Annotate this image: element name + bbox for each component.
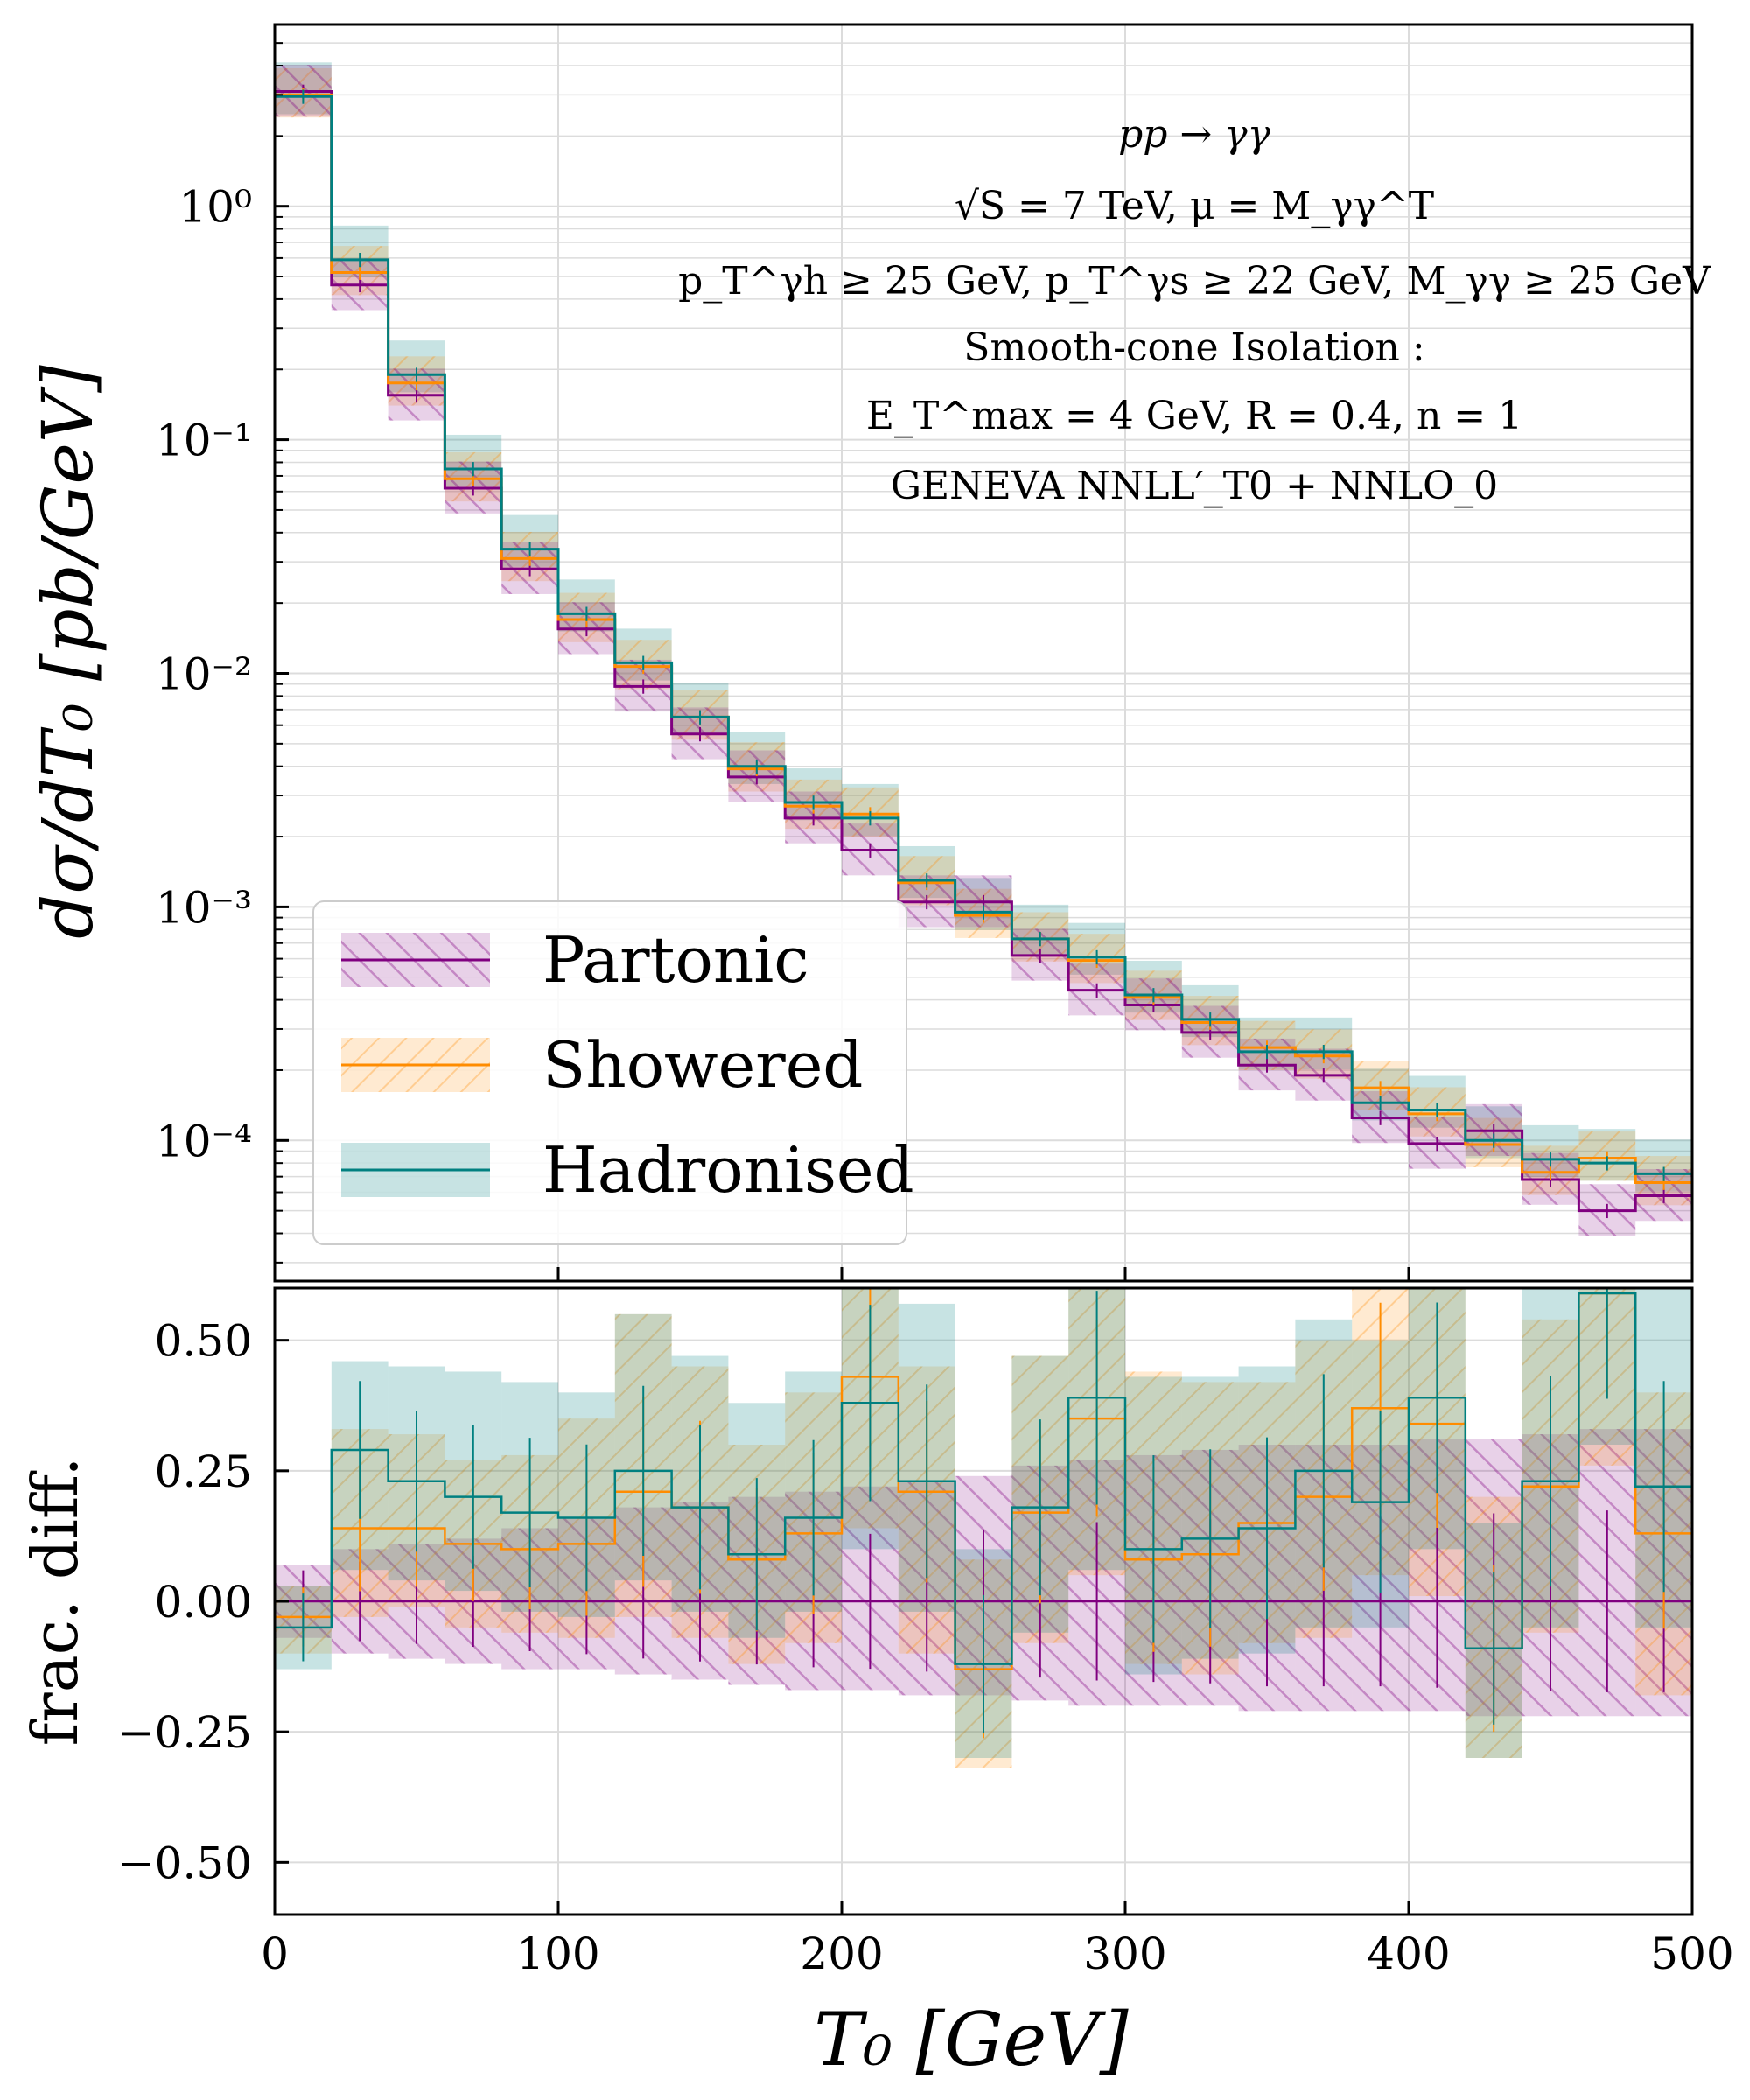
main-y-tick-label: 10⁻³ bbox=[156, 882, 252, 933]
annotation-isolation: Smooth-cone Isolation : bbox=[963, 326, 1424, 370]
ratio-y-tick-label: 0.50 bbox=[155, 1316, 252, 1367]
ratio-series-lines bbox=[275, 1288, 1692, 1739]
x-axis-label: T₀ [GeV] bbox=[814, 1997, 1129, 2082]
x-tick-label: 200 bbox=[800, 1928, 883, 1979]
legend: Partonic Showered Hadronised bbox=[312, 900, 914, 1245]
main-y-tick-label: 10⁻² bbox=[156, 648, 252, 699]
main-plot-frame bbox=[273, 23, 1694, 1283]
x-tick-label: 300 bbox=[1083, 1928, 1166, 1979]
legend-label-showered: Showered bbox=[542, 1028, 863, 1102]
legend-label-hadronised: Hadronised bbox=[542, 1133, 914, 1207]
legend-item-showered: Showered bbox=[341, 1028, 863, 1102]
ratio-y-tick-label: −0.25 bbox=[118, 1707, 252, 1758]
main-y-ticks: 10⁰ 10⁻¹ 10⁻² 10⁻³ 10⁻⁴ bbox=[156, 24, 289, 1264]
ratio-y-axis-label: frac. diff. bbox=[18, 1457, 92, 1746]
x-tick-label: 100 bbox=[516, 1928, 599, 1979]
x-tick-label: 0 bbox=[261, 1928, 289, 1979]
main-y-axis-label: dσ/dT₀ [pb/GeV] bbox=[27, 364, 108, 938]
annotation-process: pp → γγ bbox=[1118, 112, 1270, 157]
x-tick-label: 400 bbox=[1367, 1928, 1450, 1979]
annotation-block: pp → γγ √S = 7 TeV, μ = M_γγ^T p_T^γh ≥ … bbox=[678, 112, 1712, 508]
legend-label-partonic: Partonic bbox=[542, 923, 809, 997]
ratio-y-ticks: 0.50 0.25 0.00 −0.25 −0.50 bbox=[118, 1316, 289, 1888]
legend-item-partonic: Partonic bbox=[341, 923, 809, 997]
main-x-ticks bbox=[273, 1267, 1694, 1281]
ratio-y-tick-label: 0.25 bbox=[155, 1446, 252, 1497]
ratio-panel: 0.500.250.00−0.25−0.50 0 100 200 300 400 500 … bbox=[18, 1286, 1734, 1979]
annotation-isolation-params: E_T^max = 4 GeV, R = 0.4, n = 1 bbox=[866, 394, 1522, 438]
main-y-tick-label: 10⁻¹ bbox=[156, 416, 252, 466]
ratio-y-tick-label: −0.50 bbox=[118, 1838, 252, 1888]
main-y-tick-label: 10⁻⁴ bbox=[156, 1116, 252, 1166]
main-line-hadronised bbox=[275, 94, 1692, 1175]
main-panel: 10⁰ 10⁻¹ 10⁻² 10⁻³ 10⁻⁴ pp → γγ √S = 7 TeV, … bbox=[27, 23, 1712, 1283]
ratio-x-ticks: 0 100 200 300 400 500 bbox=[261, 1900, 1734, 1979]
ratio-y-tick-label: 0.00 bbox=[155, 1577, 252, 1628]
main-series-lines bbox=[275, 84, 1692, 1219]
main-y-tick-label: 10⁰ bbox=[178, 182, 252, 233]
annotation-generator: GENEVA NNLL′_T0 + NNLO_0 bbox=[891, 464, 1498, 508]
legend-item-hadronised: Hadronised bbox=[341, 1133, 914, 1207]
x-tick-label: 500 bbox=[1650, 1928, 1733, 1979]
annotation-cuts: p_T^γh ≥ 25 GeV, p_T^γs ≥ 22 GeV, M_γγ ≥… bbox=[678, 259, 1712, 304]
annotation-energy: √S = 7 TeV, μ = M_γγ^T bbox=[955, 184, 1434, 228]
